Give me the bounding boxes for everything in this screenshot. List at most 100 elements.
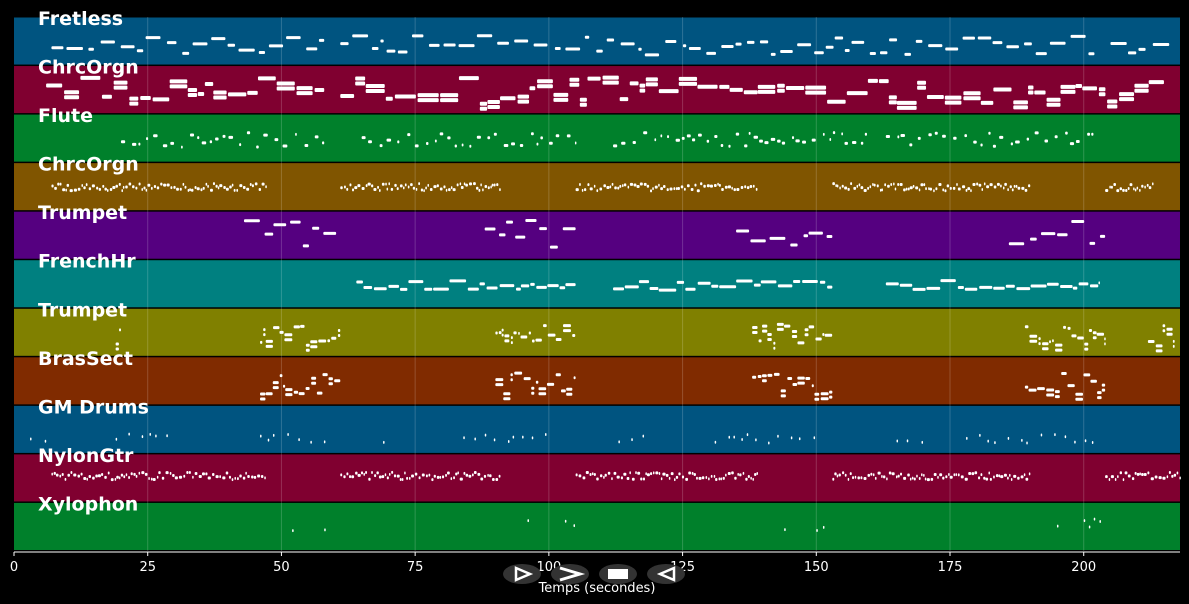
- note: [531, 391, 535, 395]
- note: [604, 473, 607, 477]
- note: [1116, 189, 1120, 193]
- note: [182, 51, 190, 55]
- note: [573, 524, 575, 528]
- note: [748, 131, 751, 135]
- note: [962, 185, 966, 189]
- note: [675, 187, 678, 191]
- note: [952, 186, 956, 190]
- note: [455, 472, 458, 476]
- note: [1128, 51, 1137, 55]
- note: [182, 182, 185, 186]
- note: [323, 231, 337, 235]
- note: [489, 474, 492, 478]
- note: [1060, 89, 1076, 94]
- note: [543, 324, 547, 328]
- note: [963, 96, 981, 101]
- note: [838, 473, 841, 477]
- note: [815, 337, 822, 341]
- note: [993, 87, 1012, 92]
- note: [273, 326, 280, 330]
- note: [933, 473, 937, 477]
- note: [620, 476, 623, 480]
- note: [1119, 92, 1135, 97]
- note: [1041, 232, 1056, 236]
- note: [722, 476, 725, 480]
- note: [215, 184, 218, 188]
- forward-button[interactable]: [551, 564, 589, 584]
- note: [351, 475, 355, 479]
- note: [915, 39, 923, 43]
- note: [619, 97, 629, 102]
- note: [150, 477, 153, 481]
- note: [733, 435, 735, 439]
- note: [591, 472, 594, 476]
- note: [688, 47, 701, 51]
- note: [305, 348, 310, 352]
- note: [356, 280, 363, 284]
- note: [417, 98, 439, 103]
- note: [373, 287, 387, 291]
- note: [559, 286, 566, 290]
- note: [390, 187, 394, 191]
- track-lane: [14, 357, 1180, 405]
- note: [1168, 470, 1171, 474]
- note: [1000, 184, 1002, 188]
- note: [371, 184, 374, 188]
- note: [767, 337, 772, 341]
- note: [957, 473, 960, 477]
- note: [340, 473, 343, 477]
- note: [249, 182, 252, 186]
- note: [706, 51, 716, 55]
- note: [388, 182, 390, 186]
- note: [655, 471, 659, 475]
- note: [1104, 337, 1106, 341]
- play-button[interactable]: [503, 564, 541, 584]
- note: [201, 141, 207, 145]
- note: [225, 187, 229, 191]
- note: [904, 52, 911, 56]
- note: [531, 339, 535, 343]
- note: [1088, 328, 1093, 332]
- note: [900, 472, 903, 476]
- note: [851, 40, 865, 44]
- stop-button[interactable]: [599, 564, 637, 584]
- x-axis-label: Temps (secondes): [538, 581, 656, 596]
- note: [645, 77, 658, 82]
- note: [579, 102, 587, 107]
- note: [64, 477, 67, 481]
- note: [917, 136, 921, 140]
- note: [503, 392, 511, 396]
- note: [839, 186, 841, 190]
- note: [95, 474, 98, 478]
- note: [1071, 334, 1077, 338]
- note: [897, 182, 900, 186]
- note: [1091, 132, 1094, 136]
- note: [480, 477, 484, 481]
- note: [143, 186, 146, 190]
- note: [1000, 475, 1004, 479]
- note: [161, 476, 165, 480]
- note: [536, 285, 547, 289]
- note: [510, 341, 513, 345]
- note: [51, 46, 64, 50]
- note: [711, 284, 719, 288]
- note: [1060, 284, 1073, 288]
- note: [1024, 325, 1029, 329]
- note: [1105, 475, 1108, 479]
- note: [736, 187, 740, 191]
- track-label: GM Drums: [38, 396, 149, 418]
- back-button[interactable]: [647, 564, 685, 584]
- note: [1070, 34, 1086, 38]
- note: [681, 136, 685, 140]
- note: [569, 82, 580, 87]
- note: [410, 183, 413, 187]
- note: [69, 189, 73, 193]
- note: [933, 189, 935, 193]
- note: [992, 144, 996, 148]
- x-tick-label: 175: [938, 560, 963, 575]
- note: [311, 381, 317, 385]
- note: [170, 141, 175, 145]
- track-lane: [14, 17, 1180, 65]
- note: [116, 475, 119, 479]
- note: [860, 476, 863, 480]
